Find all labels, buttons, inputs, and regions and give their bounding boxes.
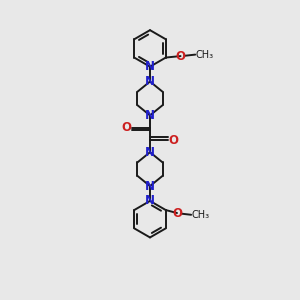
Text: CH₃: CH₃ bbox=[196, 50, 214, 60]
Text: N: N bbox=[145, 60, 155, 73]
Text: N: N bbox=[145, 109, 155, 122]
Text: N: N bbox=[145, 146, 155, 159]
Text: N: N bbox=[145, 180, 155, 193]
Text: O: O bbox=[176, 50, 185, 63]
Text: CH₃: CH₃ bbox=[192, 210, 210, 220]
Text: N: N bbox=[145, 194, 155, 207]
Text: O: O bbox=[122, 121, 131, 134]
Text: O: O bbox=[169, 134, 178, 147]
Text: N: N bbox=[145, 75, 155, 88]
Text: O: O bbox=[172, 206, 182, 220]
